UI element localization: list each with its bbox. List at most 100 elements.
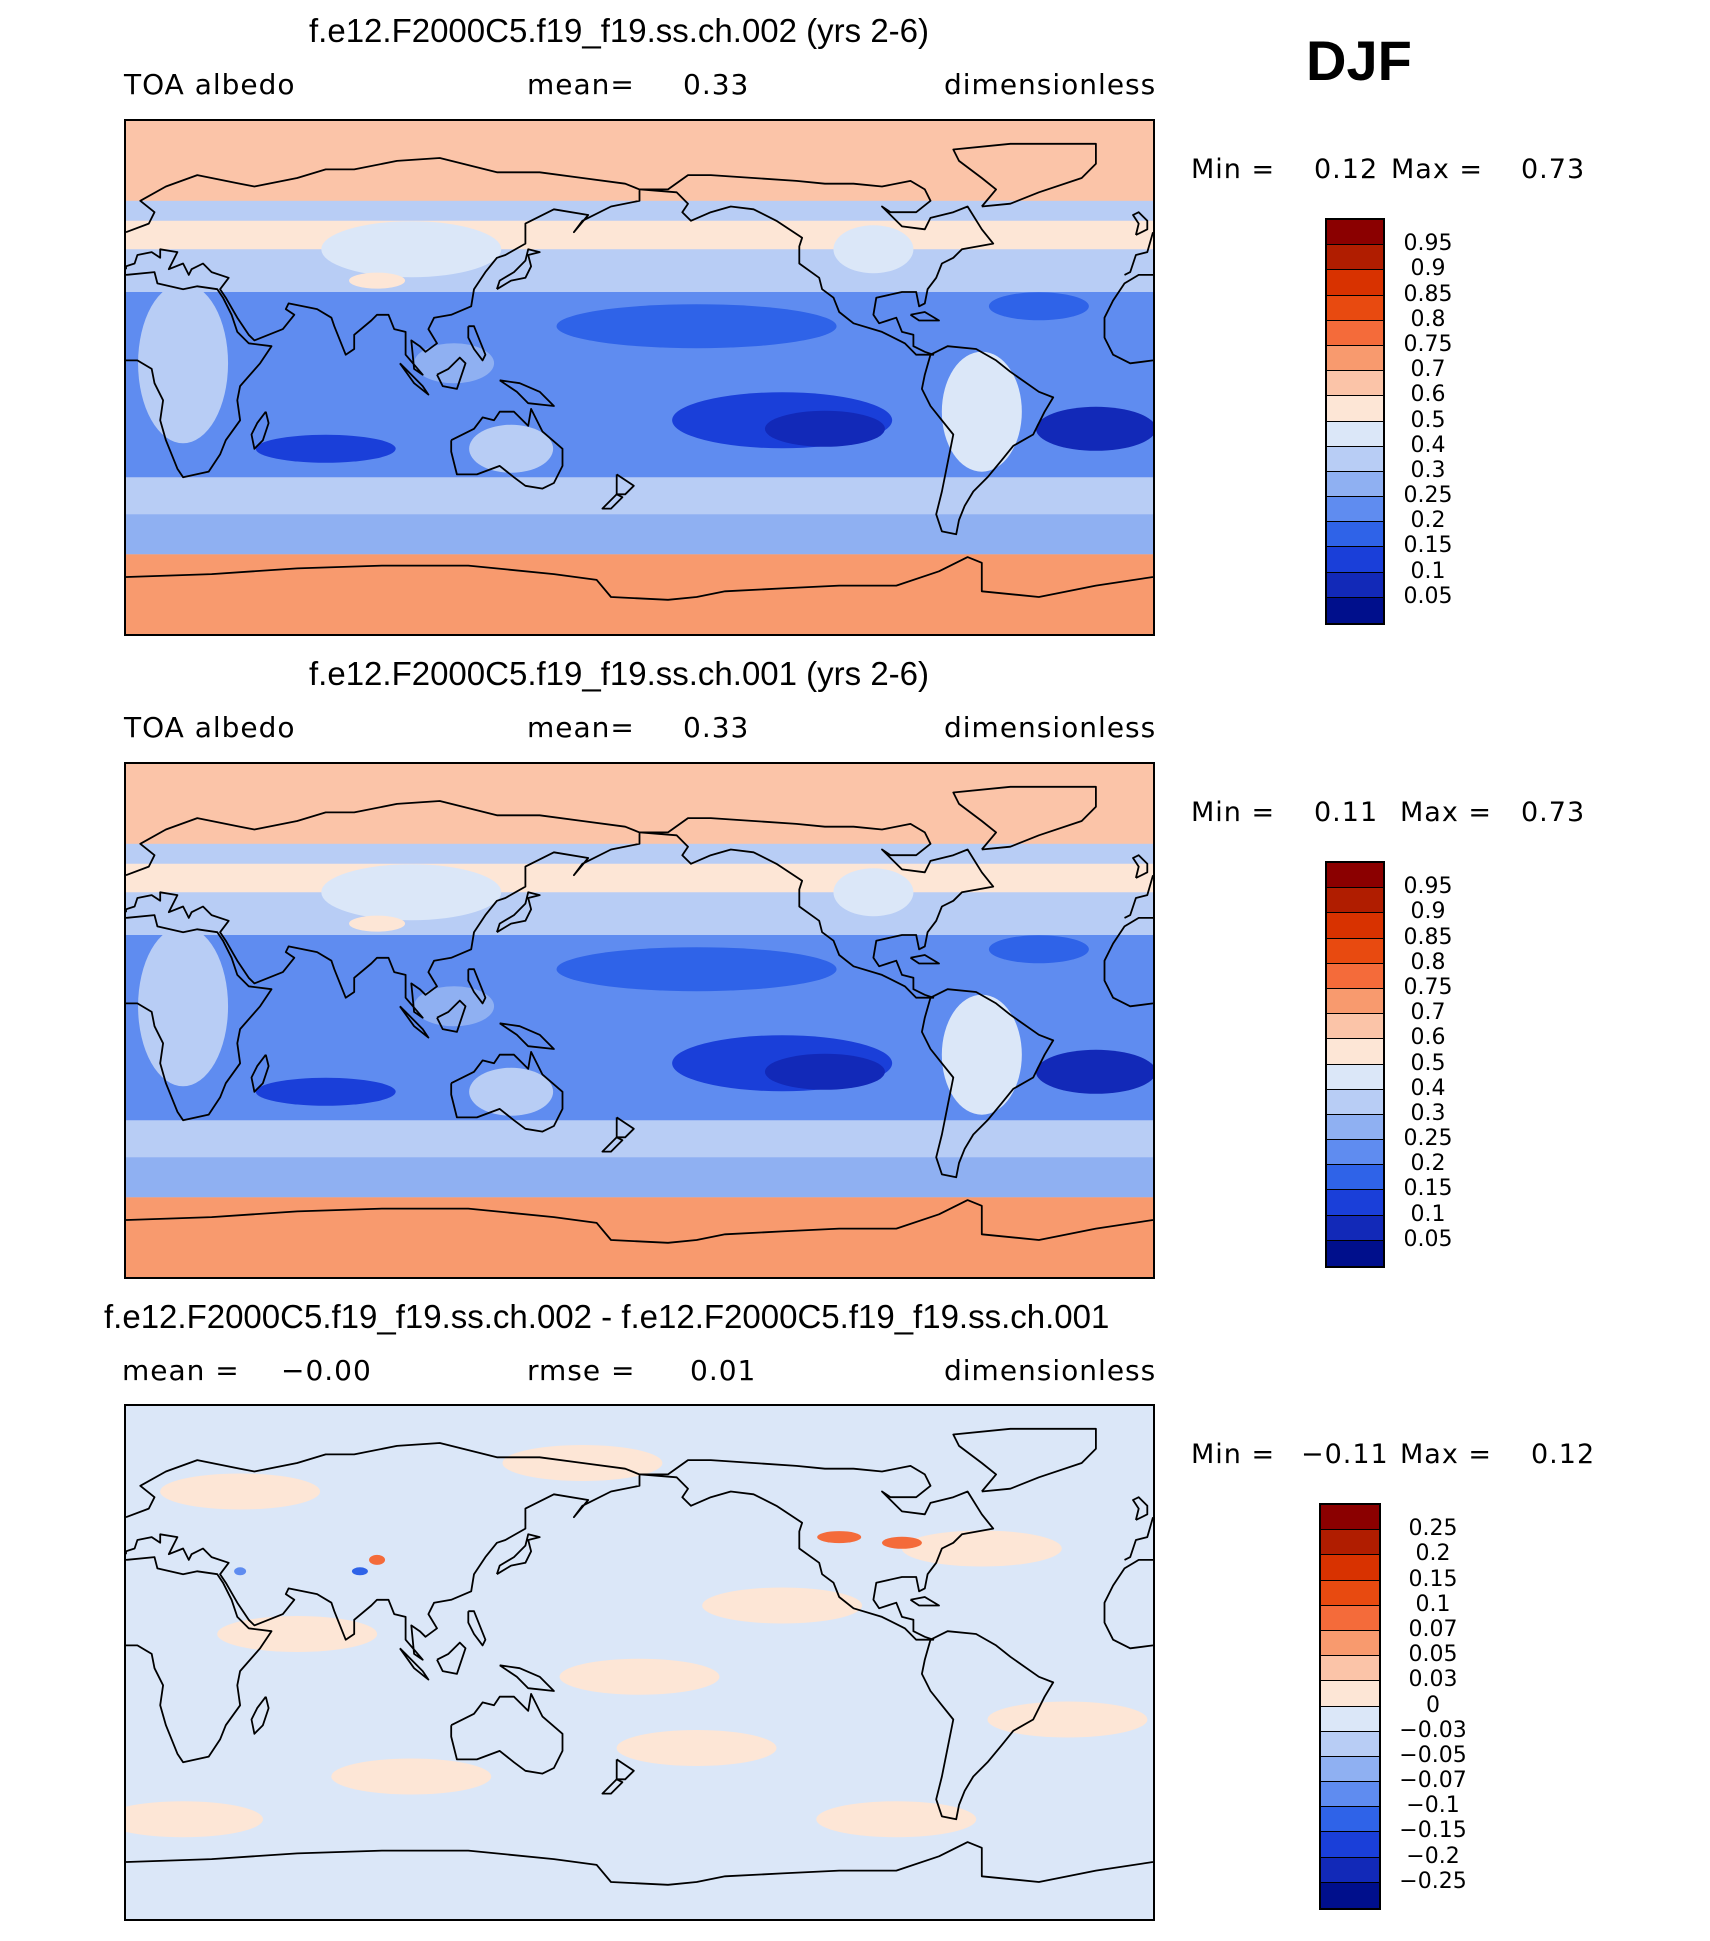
coastline [436, 1641, 467, 1675]
coastline [436, 356, 467, 390]
colorbar-swatch [1327, 220, 1383, 246]
panel-3-title: f.e12.F2000C5.f19_f19.ss.ch.002 - f.e12.… [104, 1298, 1110, 1335]
diff-positive-patch [901, 1530, 1062, 1567]
diff-positive-patch [126, 1801, 264, 1838]
panel-1-max-value: 0.73 [1521, 154, 1586, 185]
south-atlantic-minimum [1035, 406, 1153, 451]
colorbar-swatch [1327, 1089, 1383, 1115]
colorbar-tick-label: 0.8 [1410, 949, 1446, 975]
colorbar-swatch [1321, 1882, 1379, 1908]
coastline [436, 999, 467, 1033]
colorbar-swatch [1327, 572, 1383, 598]
colorbar-swatch [1327, 1014, 1383, 1040]
colorbar-swatch [1327, 888, 1383, 914]
coastline [126, 157, 641, 376]
north-atlantic-low [988, 292, 1089, 321]
coastline [499, 379, 555, 407]
diff-positive-patch [559, 1658, 720, 1695]
panel-1-units-label: dimensionless [944, 68, 1157, 101]
panel-3-mean-label: mean = [122, 1354, 240, 1387]
coastline [126, 1556, 273, 1764]
north-atlantic-low [988, 935, 1089, 964]
colorbar-tick-label: 0.9 [1410, 899, 1446, 925]
diff-positive-patch [331, 1758, 492, 1795]
coastline [450, 1051, 564, 1133]
diff-max-patch [817, 1531, 862, 1544]
colorbar-swatch [1327, 1114, 1383, 1141]
panel-2-mean-value: 0.33 [683, 711, 750, 744]
colorbar-swatch [1327, 1039, 1383, 1065]
asia-region [321, 864, 502, 921]
colorbar-swatch [1321, 1782, 1379, 1808]
south-america-region [941, 994, 1022, 1115]
colorbar-swatch [1327, 522, 1383, 548]
coastline [250, 411, 270, 450]
panel-1-map [124, 119, 1155, 636]
colorbar-swatch [1327, 270, 1383, 296]
north-america-region [833, 868, 914, 917]
colorbar-tick-label: 0.05 [1403, 1226, 1453, 1252]
coastline [952, 785, 1097, 851]
colorbar-tick-label: 0.07 [1408, 1616, 1458, 1642]
colorbar-swatch [1327, 547, 1383, 573]
antarctic-high-albedo [126, 554, 1153, 634]
colorbar-swatch [1327, 863, 1383, 889]
colorbar-tick-label: −0.07 [1399, 1768, 1467, 1794]
diff-positive-patch [616, 1730, 777, 1766]
panel-3-colorbar [1319, 1503, 1381, 1910]
coastline [399, 1647, 430, 1681]
colorbar-swatch [1327, 471, 1383, 498]
coastline [921, 1630, 1055, 1821]
panel-2-mean-label: mean= [527, 711, 635, 744]
colorbar-swatch [1327, 245, 1383, 271]
coastline [601, 1778, 624, 1795]
coastline [601, 493, 624, 510]
coastline [1124, 1516, 1153, 1561]
panel-1-mean-label: mean= [527, 68, 635, 101]
colorbar-tick-label: 0.15 [1403, 533, 1453, 559]
coastline [615, 1758, 635, 1781]
panel-1-mean-value: 0.33 [683, 68, 750, 101]
colorbar-swatch [1327, 988, 1383, 1015]
indian-ocean-minimum [255, 434, 396, 463]
coastline [450, 408, 564, 490]
colorbar-swatch [1327, 295, 1383, 321]
colorbar-tick-label: 0.1 [1410, 1201, 1446, 1227]
colorbar-swatch [1321, 1681, 1379, 1707]
coastline [496, 891, 541, 933]
coastline [467, 325, 487, 362]
coastline [601, 1136, 624, 1153]
diff-local-patch [369, 1554, 386, 1565]
colorbar-tick-label: 0.9 [1410, 256, 1446, 282]
colorbar-tick-label: 0.1 [1415, 1591, 1451, 1617]
colorbar-tick-label: 0.05 [1403, 583, 1453, 609]
colorbar-tick-label: −0.25 [1399, 1868, 1467, 1894]
coastline [921, 345, 1055, 536]
colorbar-tick-label: 0.3 [1410, 1100, 1446, 1126]
coastline [639, 817, 995, 999]
colorbar-tick-label: 0.1 [1410, 558, 1446, 584]
coastline [496, 248, 541, 290]
colorbar-swatch [1327, 1240, 1383, 1266]
panel-3-max-value: 0.12 [1531, 1439, 1596, 1470]
diff-positive-patch [816, 1801, 977, 1838]
panel-3-map-svg [126, 1406, 1153, 1919]
panel-2-min-value: 0.11 [1314, 797, 1379, 828]
midlat-band-north [126, 863, 1153, 893]
colorbar-swatch [1327, 913, 1383, 939]
panel-3-mean-value: −0.00 [281, 1354, 372, 1387]
colorbar-tick-label: 0 [1426, 1692, 1440, 1718]
colorbar-tick-label: 0.6 [1410, 1025, 1446, 1051]
colorbar-tick-label: 0.25 [1403, 1126, 1453, 1152]
coastline [639, 1459, 995, 1641]
colorbar-tick-label: 0.25 [1408, 1516, 1458, 1542]
colorbar-swatch [1321, 1731, 1379, 1757]
panel-1-max-label: Max = [1391, 154, 1484, 185]
colorbar-tick-label: 0.25 [1403, 483, 1453, 509]
panel-1-variable-label: TOA albedo [124, 68, 296, 101]
colorbar-tick-label: 0.4 [1410, 1075, 1446, 1101]
panel-2-min-label: Min = [1191, 797, 1276, 828]
colorbar-tick-label: 0.7 [1410, 1000, 1446, 1026]
indian-ocean-minimum [255, 1077, 396, 1106]
colorbar-swatch [1327, 1165, 1383, 1191]
